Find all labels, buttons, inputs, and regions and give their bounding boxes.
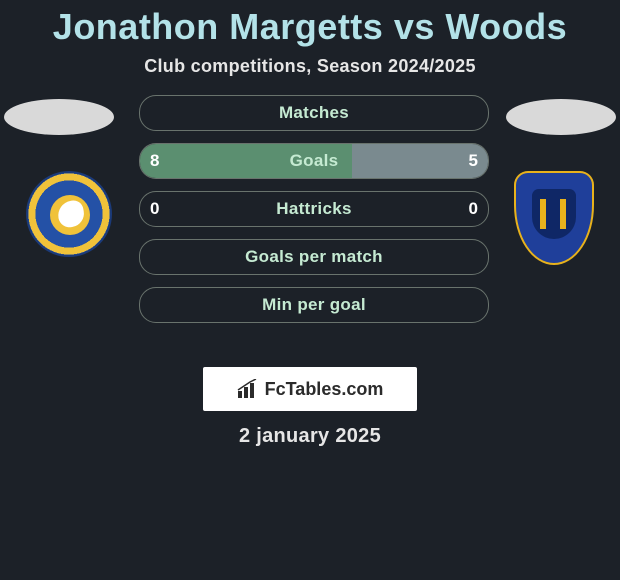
stat-bars: Matches Goals85 Hattricks0 0 Goals per match… — [139, 95, 489, 335]
stat-seg-left — [140, 144, 352, 178]
stat-row: Hattricks0 0 — [139, 191, 489, 227]
stat-row: Min per goal — [139, 287, 489, 323]
bar-chart-icon — [237, 379, 259, 399]
club-crest-right — [514, 171, 594, 265]
stat-value-left: 0 — [150, 199, 159, 219]
stat-row: Goals85 — [139, 143, 489, 179]
stat-label: Goals per match — [140, 247, 488, 267]
watermark-text: FcTables.com — [265, 379, 384, 400]
page-subtitle: Club competitions, Season 2024/2025 — [0, 56, 620, 77]
stat-row: Matches — [139, 95, 489, 131]
player-shadow-right — [506, 99, 616, 135]
stat-seg-right — [352, 144, 488, 178]
watermark-badge: FcTables.com — [203, 367, 417, 411]
generated-date: 2 january 2025 — [0, 425, 620, 448]
bird-icon — [56, 199, 86, 229]
stat-label: Matches — [140, 103, 488, 123]
club-crest-left — [26, 171, 112, 257]
stat-label: Hattricks — [140, 199, 488, 219]
stat-value-right: 0 — [469, 199, 478, 219]
page-title: Jonathon Margetts vs Woods — [0, 0, 620, 48]
stat-row: Goals per match — [139, 239, 489, 275]
player-shadow-left — [4, 99, 114, 135]
comparison-stage: Matches Goals85 Hattricks0 0 Goals per match… — [0, 95, 620, 355]
infographic-root: Jonathon Margetts vs Woods Club competit… — [0, 0, 620, 580]
stat-label: Min per goal — [140, 295, 488, 315]
